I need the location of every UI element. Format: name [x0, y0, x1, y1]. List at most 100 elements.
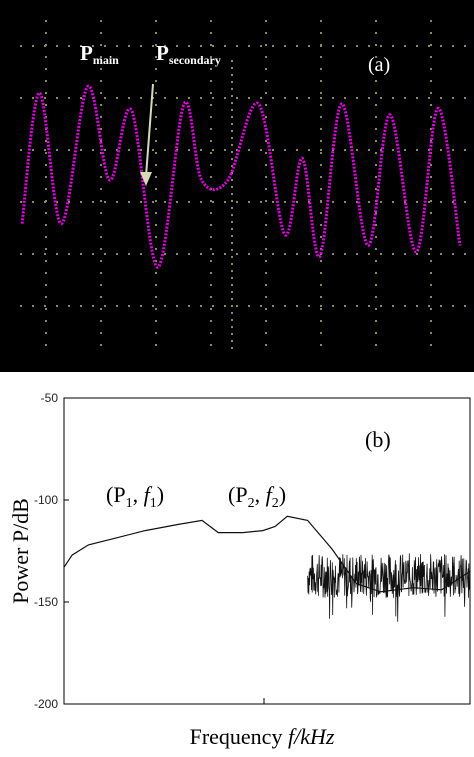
grid-dot — [265, 176, 267, 178]
grid-dot — [320, 284, 322, 286]
grid-dot — [430, 128, 432, 130]
grid-dot — [308, 253, 310, 255]
grid-dot — [265, 200, 267, 202]
grid-dot — [440, 305, 442, 307]
grid-dot — [155, 296, 157, 298]
grid-dot — [236, 201, 238, 203]
grid-dot — [231, 347, 233, 349]
grid-dot — [155, 284, 157, 286]
grid-dot — [45, 68, 47, 70]
grid-dot — [92, 305, 94, 307]
x-axis-title-prefix: Frequency — [190, 724, 288, 749]
grid-dot — [155, 248, 157, 250]
grid-dot — [100, 260, 102, 262]
peak-2-sep: , — [255, 482, 266, 507]
grid-dot — [375, 128, 377, 130]
grid-dot — [320, 260, 322, 262]
grid-dot — [308, 45, 310, 47]
grid-dot — [155, 236, 157, 238]
grid-dot — [128, 253, 130, 255]
grid-dot — [464, 305, 466, 307]
grid-dot — [375, 260, 377, 262]
peak-1-sub: 1 — [126, 496, 133, 511]
grid-dot — [231, 284, 233, 286]
grid-dot — [464, 201, 466, 203]
grid-dot — [375, 320, 377, 322]
grid-dot — [176, 45, 178, 47]
noise-floor-trace — [307, 553, 471, 622]
grid-dot — [20, 149, 22, 151]
pointer-arrow — [140, 83, 154, 186]
grid-dot — [45, 80, 47, 82]
grid-dot — [332, 201, 334, 203]
grid-dot — [231, 109, 233, 111]
grid-dot — [140, 45, 142, 47]
grid-dot — [45, 296, 47, 298]
grid-dot — [100, 80, 102, 82]
grid-dot — [320, 308, 322, 310]
peak-2-sub: 2 — [248, 496, 255, 511]
grid-dot — [356, 97, 358, 99]
grid-dot — [212, 201, 214, 203]
grid-dot — [45, 212, 47, 214]
grid-dot — [100, 164, 102, 166]
grid-dot — [231, 235, 233, 237]
grid-dot — [231, 193, 233, 195]
grid-dot — [320, 320, 322, 322]
grid-dot — [464, 97, 466, 99]
grid-dot — [375, 272, 377, 274]
grid-dot — [265, 296, 267, 298]
grid-dot — [80, 201, 82, 203]
grid-dot — [231, 242, 233, 244]
panel-b-label: (b) — [365, 427, 391, 452]
grid-dot — [100, 236, 102, 238]
grid-dot — [20, 201, 22, 203]
grid-dot — [284, 253, 286, 255]
grid-dot — [272, 253, 274, 255]
grid-dot — [164, 305, 166, 307]
p-secondary-subscript: secondary — [169, 53, 221, 67]
grid-dot — [155, 164, 157, 166]
grid-dot — [231, 221, 233, 223]
grid-dot — [344, 253, 346, 255]
grid-dot — [68, 97, 70, 99]
panel-a-label: (a) — [368, 54, 390, 76]
grid-dot — [265, 212, 267, 214]
grid-dot — [224, 201, 226, 203]
grid-dot — [430, 320, 432, 322]
grid-dot — [164, 45, 166, 47]
grid-dot — [45, 224, 47, 226]
grid-dot — [45, 284, 47, 286]
grid-dot — [92, 253, 94, 255]
grid-dot — [188, 97, 190, 99]
grid-dot — [416, 149, 418, 151]
grid-dot — [210, 92, 212, 94]
grid-dot — [452, 201, 454, 203]
grid-dot — [416, 201, 418, 203]
grid-dot — [231, 263, 233, 265]
grid-dot — [248, 97, 250, 99]
grid-dot — [428, 149, 430, 151]
grid-dot — [140, 305, 142, 307]
grid-dot — [210, 224, 212, 226]
grid-dot — [320, 45, 322, 47]
grid-dot — [32, 253, 34, 255]
grid-dot — [430, 308, 432, 310]
grid-dot — [320, 32, 322, 34]
grid-dot — [248, 149, 250, 151]
p-main-base: P — [80, 41, 93, 65]
grid-dot — [32, 201, 34, 203]
y-axis-ticks: -50 -100 -150 -200 — [34, 391, 69, 711]
grid-dot — [308, 305, 310, 307]
grid-dot — [155, 320, 157, 322]
grid-dot — [45, 140, 47, 142]
grid-dot — [332, 305, 334, 307]
grid-dot — [80, 305, 82, 307]
grid-dot — [116, 253, 118, 255]
grid-dot — [32, 149, 34, 151]
grid-dot — [45, 104, 47, 106]
grid-dot — [344, 45, 346, 47]
grid-dot — [428, 97, 430, 99]
grid-dot — [375, 68, 377, 70]
